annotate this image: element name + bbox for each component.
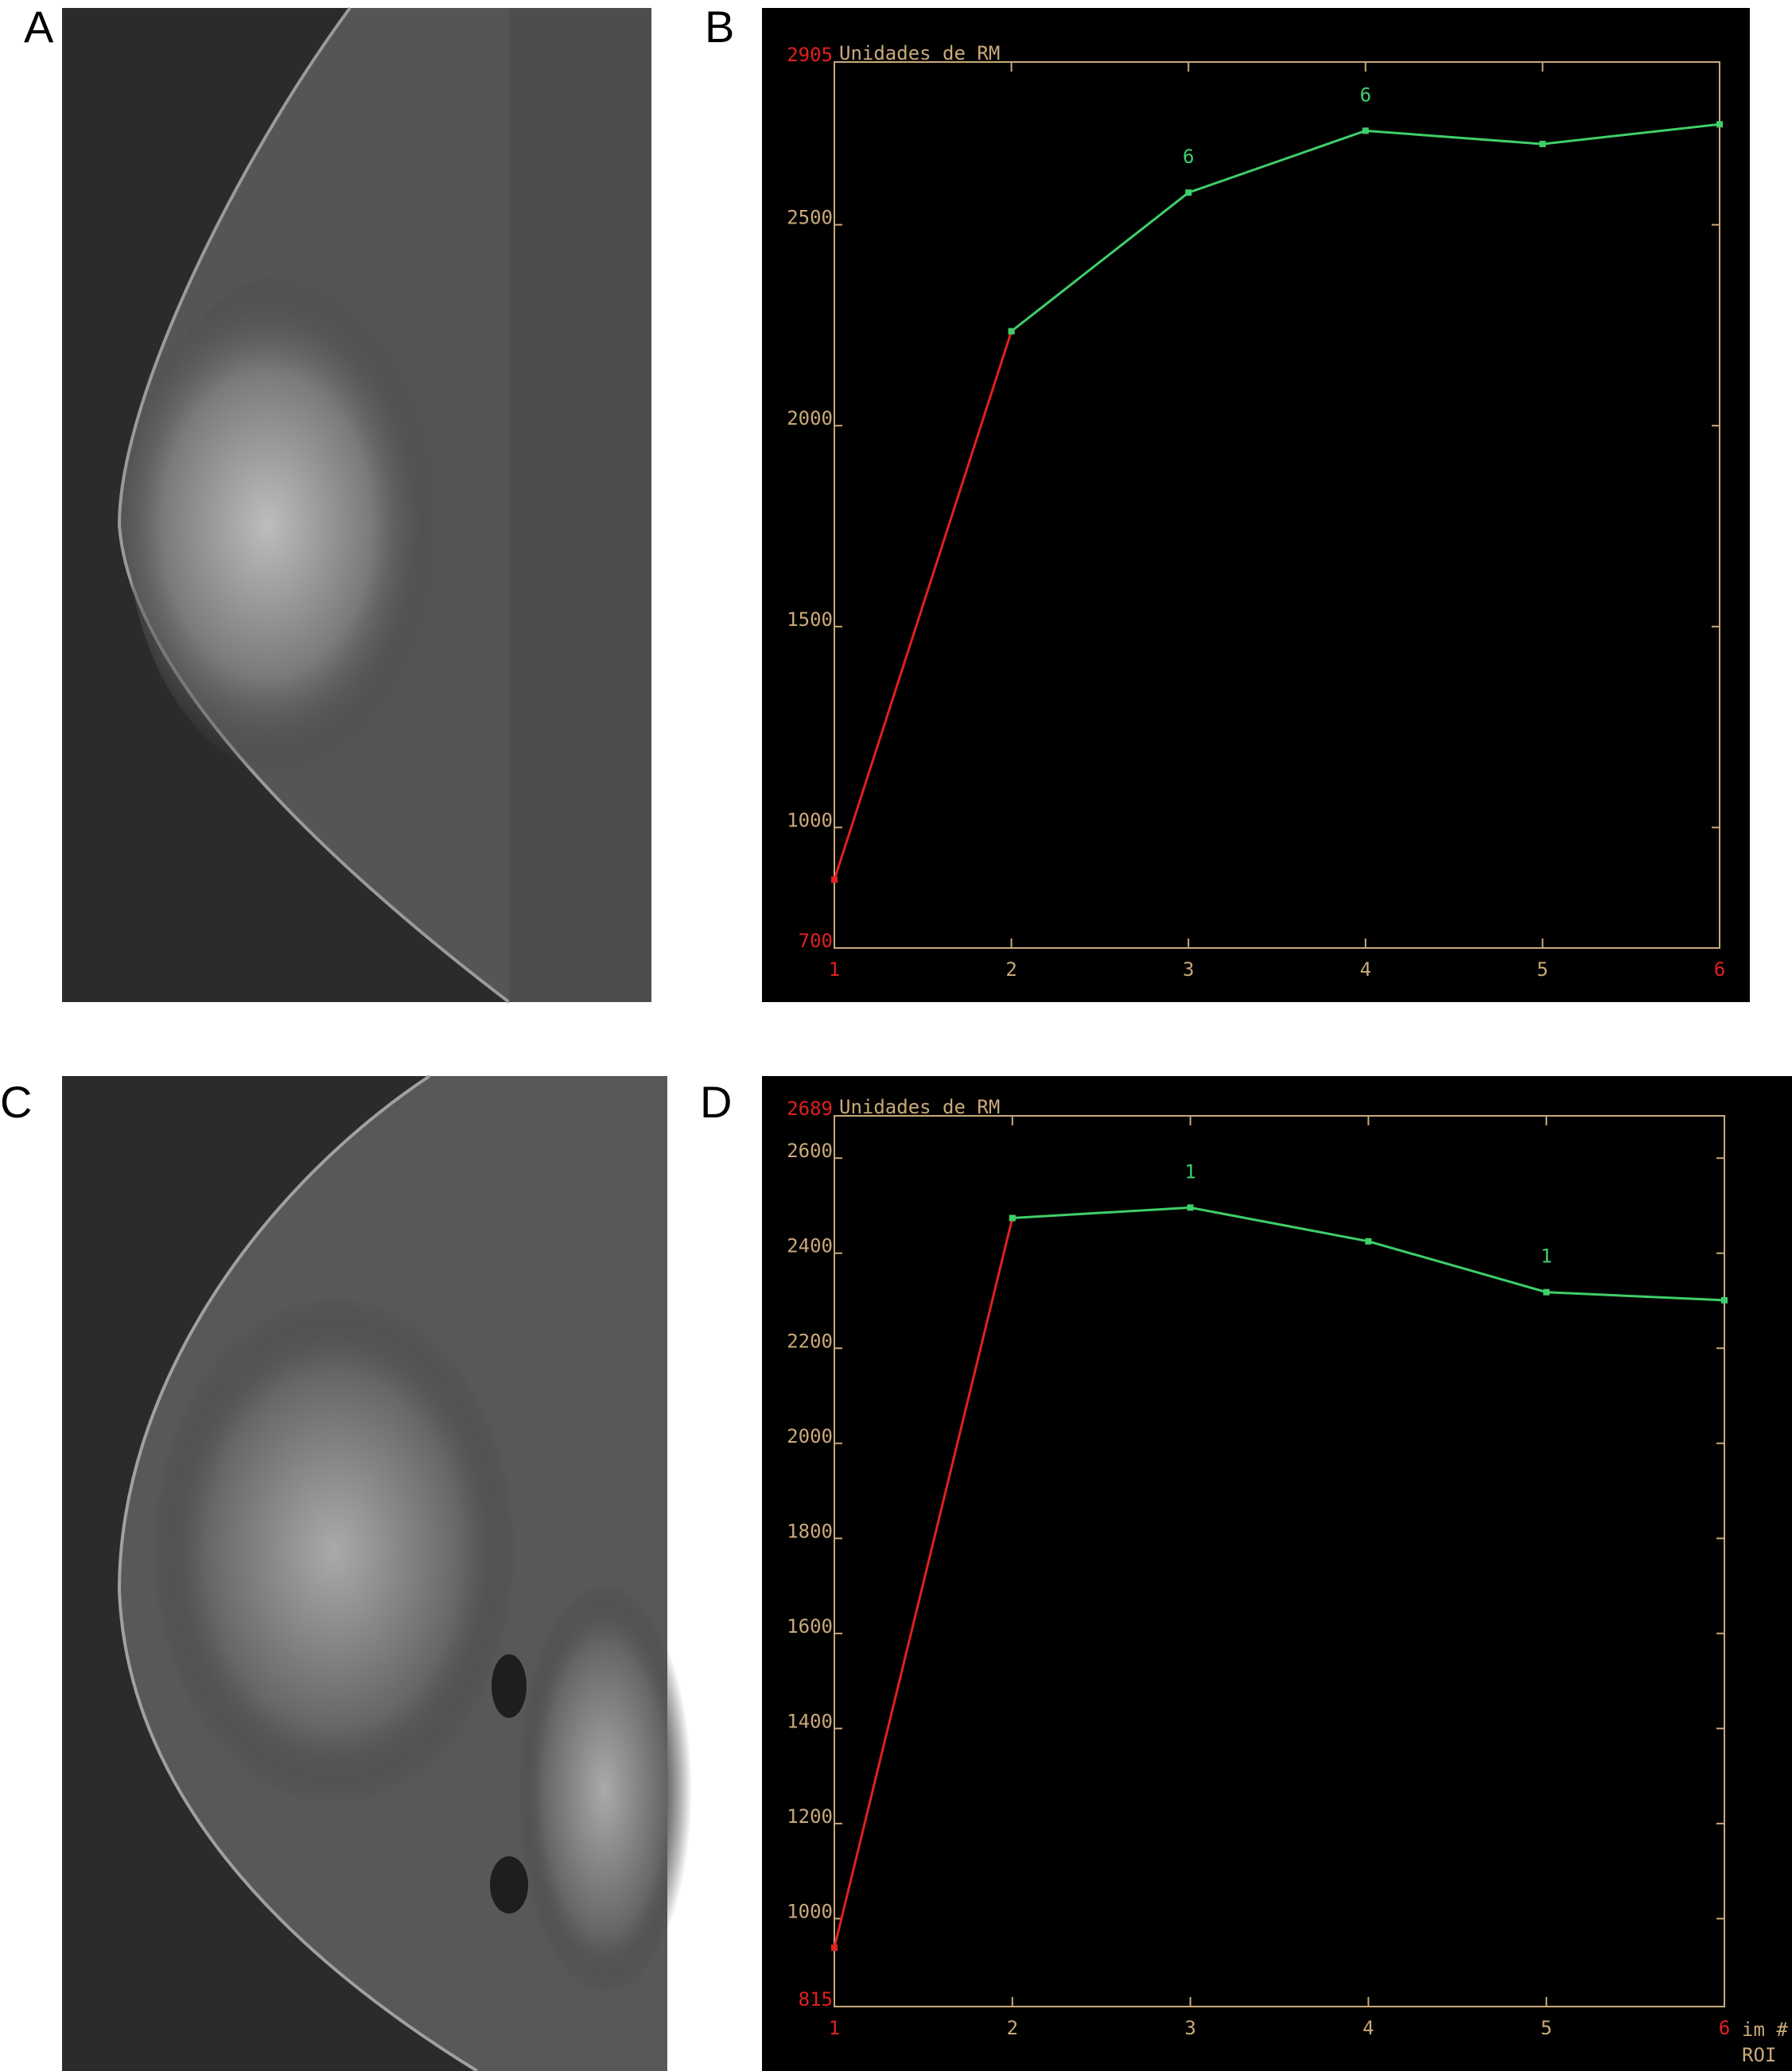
series-line bbox=[833, 1218, 1014, 1949]
x-tick-label: 5 bbox=[1541, 2017, 1552, 2039]
x-tick-label: 4 bbox=[1360, 958, 1371, 981]
x-tick-label: 3 bbox=[1183, 958, 1194, 981]
y-axis-label: Unidades de RM bbox=[839, 1096, 1000, 1118]
x-tick-label: 3 bbox=[1184, 2017, 1195, 2039]
y-tick-label: 1000 bbox=[787, 809, 833, 831]
x-tick-label: 2 bbox=[1005, 958, 1017, 981]
x-tick-label: 2 bbox=[1007, 2017, 1018, 2039]
point-label: 1 bbox=[1541, 1245, 1552, 1268]
y-tick-label: 1800 bbox=[787, 1520, 833, 1542]
data-point bbox=[831, 1944, 838, 1951]
data-point bbox=[1365, 1238, 1372, 1245]
data-point bbox=[831, 876, 838, 884]
chart-background bbox=[762, 8, 1750, 1002]
mri-image-a bbox=[62, 6, 651, 1004]
data-point bbox=[1539, 141, 1546, 148]
x-axis-label: ROI bbox=[1742, 2044, 1776, 2066]
y-tick-label: 2000 bbox=[787, 1425, 833, 1447]
y-tick-label: 1000 bbox=[787, 1900, 833, 1922]
panel-label: B bbox=[705, 2, 734, 52]
panel-label: A bbox=[24, 2, 54, 52]
point-label: 1 bbox=[1184, 1160, 1195, 1183]
x-axis-label: im # bbox=[1742, 2019, 1788, 2041]
x-tick-label: 6 bbox=[1719, 2017, 1730, 2039]
y-tick-label: 2905 bbox=[787, 44, 833, 66]
plot-frame bbox=[834, 1115, 1725, 2007]
x-tick-label: 1 bbox=[829, 2017, 840, 2039]
x-tick-label: 4 bbox=[1362, 2017, 1374, 2039]
y-tick-label: 815 bbox=[799, 1988, 833, 2011]
y-tick-label: 2500 bbox=[787, 207, 833, 229]
y-tick-label: 2689 bbox=[787, 1098, 833, 1120]
data-point bbox=[1185, 189, 1192, 196]
y-tick-label: 2200 bbox=[787, 1330, 833, 1352]
mri-image-c bbox=[62, 1074, 692, 2071]
y-tick-label: 700 bbox=[799, 930, 833, 952]
series-line bbox=[833, 331, 1013, 880]
data-point bbox=[1716, 121, 1723, 128]
data-point bbox=[1721, 1296, 1728, 1304]
data-point bbox=[1187, 1204, 1194, 1211]
x-tick-label: 5 bbox=[1537, 958, 1548, 981]
y-axis-label: Unidades de RM bbox=[839, 42, 1000, 64]
x-tick-label: 6 bbox=[1714, 958, 1725, 981]
y-tick-label: 1400 bbox=[787, 1710, 833, 1732]
point-label: 6 bbox=[1183, 146, 1194, 168]
y-tick-label: 1500 bbox=[787, 608, 833, 631]
y-tick-label: 2000 bbox=[787, 407, 833, 429]
panel-label: D bbox=[700, 1077, 732, 1127]
y-tick-label: 1200 bbox=[787, 1805, 833, 1828]
y-tick-label: 2400 bbox=[787, 1235, 833, 1257]
y-tick-label: 2600 bbox=[787, 1140, 833, 1162]
data-point bbox=[1362, 127, 1369, 134]
plot-frame bbox=[834, 61, 1720, 949]
data-point bbox=[1009, 1214, 1016, 1222]
point-label: 6 bbox=[1360, 84, 1371, 106]
chart-background bbox=[762, 1076, 1792, 2071]
data-point bbox=[1543, 1288, 1550, 1296]
panel-label: C bbox=[0, 1077, 32, 1127]
data-point bbox=[1008, 328, 1015, 335]
y-tick-label: 1600 bbox=[787, 1615, 833, 1638]
x-tick-label: 1 bbox=[829, 958, 840, 981]
